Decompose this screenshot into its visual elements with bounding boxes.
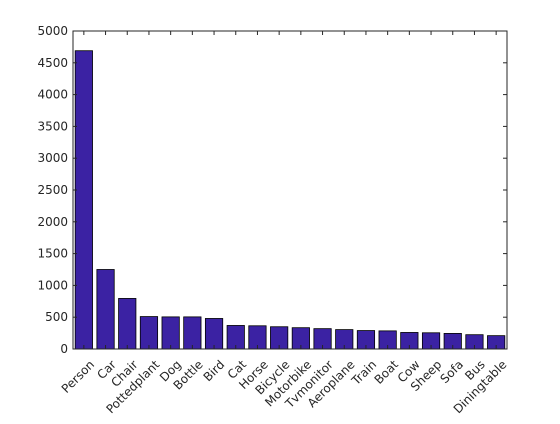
y-tick-label: 2000: [37, 215, 68, 229]
y-tick-label: 2500: [37, 183, 68, 197]
bar-chair: [118, 298, 137, 350]
y-tick-label: 1000: [37, 278, 68, 292]
plot-background: [73, 31, 507, 349]
y-tick-label: 4500: [37, 56, 68, 70]
bar-pottedplant: [139, 316, 159, 350]
y-tick-label: 500: [45, 310, 68, 324]
y-tick-label: 1500: [37, 247, 68, 261]
bars-group: [74, 50, 506, 350]
y-tick-label: 3000: [37, 151, 68, 165]
y-tick-label: 0: [60, 342, 68, 356]
plot-frame: [72, 30, 508, 350]
x-tick-label: Boat: [372, 357, 402, 387]
bar-dog: [161, 316, 180, 350]
y-tick-label: 3500: [37, 119, 68, 133]
y-tick-label: 4000: [37, 88, 68, 102]
x-tick-label: Person: [59, 357, 97, 395]
bar-car: [96, 269, 115, 350]
y-axis-ticks: 0 500 1000 1500 2000 2500 3000 3500 4000 4500 5000: [37, 24, 507, 356]
x-tick-label: Bird: [201, 357, 228, 384]
x-tick-label: Sofa: [437, 357, 466, 386]
y-tick-label: 5000: [37, 24, 68, 38]
bar-bottle: [183, 316, 202, 350]
bar-bird: [204, 318, 224, 350]
bar-person: [74, 50, 93, 350]
